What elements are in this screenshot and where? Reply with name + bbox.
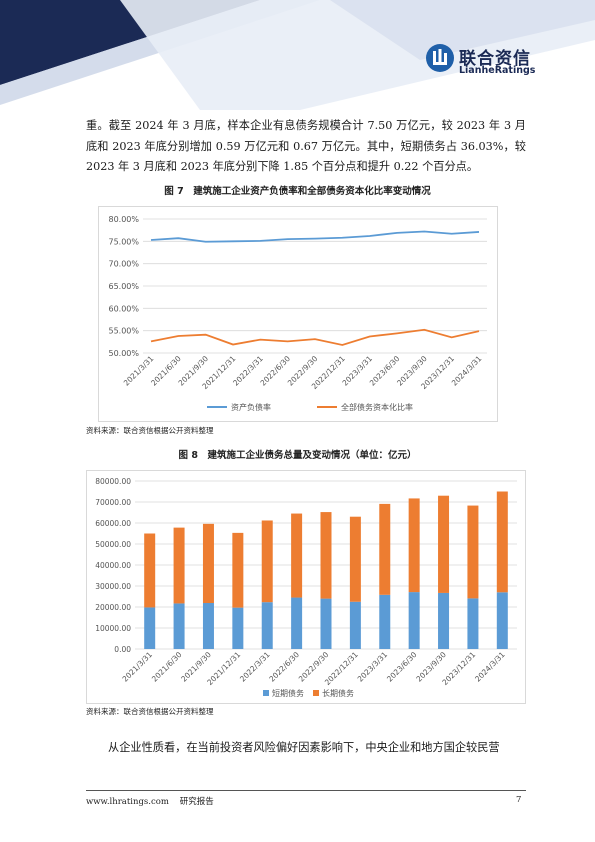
bar-segment xyxy=(291,513,303,598)
bar-segment xyxy=(261,520,273,603)
bar-segment xyxy=(408,592,420,649)
bar-segment xyxy=(320,512,332,599)
figure-7-chart: 80.00% 75.00% 70.00% 65.00% 60.00% 55.00% 50.0… xyxy=(98,206,498,422)
y-tick-label: 70.00% xyxy=(108,260,139,269)
y-tick-label: 75.00% xyxy=(108,237,139,246)
x-tick-label: 2022/3/31 xyxy=(238,650,272,684)
y-tick-label: 80000.00 xyxy=(95,477,131,486)
logo-mark-icon xyxy=(426,44,454,72)
bar-segment xyxy=(320,598,332,649)
legend-swatch xyxy=(263,690,269,696)
bar-segment xyxy=(408,498,420,593)
body-paragraph-2-text: 从企业性质看，在当前投资者风险偏好因素影响下，中央企业和地方国企较民营 xyxy=(108,741,500,754)
y-tick-label: 50000.00 xyxy=(95,540,131,549)
figure-8-title: 图 8 建筑施工企业债务总量及变动情况（单位：亿元） xyxy=(178,450,417,461)
legend-label: 资产负债率 xyxy=(231,402,271,412)
company-logo: 联合资信 LianheRatings xyxy=(426,44,556,80)
logo-english: LianheRatings xyxy=(459,65,536,76)
legend-label: 全部债务资本化比率 xyxy=(341,402,413,412)
bar-segment xyxy=(261,602,273,649)
bar-segment xyxy=(438,495,450,593)
footer-left: www.lhratings.com 研究报告 xyxy=(86,795,214,807)
bar-segment xyxy=(144,607,156,649)
x-tick-label: 2024/3/31 xyxy=(450,354,484,388)
legend-label: 短期债务 xyxy=(272,688,304,698)
body-paragraph-1: 重。截至 2024 年 3 月底，样本企业有息债务规模合计 7.50 万亿元，较… xyxy=(86,119,526,173)
x-tick-label: 2022/6/30 xyxy=(267,650,301,684)
bar-segment xyxy=(173,527,185,604)
bar-segment xyxy=(202,603,214,649)
y-tick-label: 40000.00 xyxy=(95,561,131,570)
legend-swatch xyxy=(313,690,319,696)
bar-segment xyxy=(232,532,244,608)
logo-chinese: 联合资信 xyxy=(459,49,531,69)
y-tick-label: 0.00 xyxy=(114,645,131,654)
bar-segment xyxy=(291,597,303,649)
x-tick-label: 2023/6/30 xyxy=(385,650,419,684)
series-line xyxy=(150,328,480,346)
y-tick-label: 50.00% xyxy=(108,349,139,358)
figure-8-chart: 80000.00 70000.00 60000.00 50000.00 40000.00… xyxy=(86,470,526,704)
bar-segment xyxy=(379,503,391,595)
bar-segment xyxy=(467,505,479,599)
bar-segment xyxy=(496,491,508,593)
page-number: 7 xyxy=(516,795,522,805)
series-line xyxy=(150,230,480,243)
figure-8-source: 资料来源：联合资信根据公开资料整理 xyxy=(86,707,214,716)
y-tick-label: 30000.00 xyxy=(95,582,131,591)
bar-segment xyxy=(496,592,508,649)
figure-7-source: 资料来源：联合资信根据公开资料整理 xyxy=(86,426,214,435)
y-tick-label: 10000.00 xyxy=(95,624,131,633)
bar-segment xyxy=(232,607,244,649)
y-tick-label: 55.00% xyxy=(108,327,139,336)
footer-label: 研究报告 xyxy=(179,797,214,807)
bar-segment xyxy=(349,516,361,602)
stacked-bar-chart: 80000.00 70000.00 60000.00 50000.00 40000.00… xyxy=(95,477,517,698)
footer-website[interactable]: www.lhratings.com xyxy=(86,797,169,807)
figure-7-title: 图 7 建筑施工企业资产负债率和全部债务资本化比率变动情况 xyxy=(164,186,431,197)
bar-segment xyxy=(438,592,450,649)
body-paragraph-2: 从企业性质看，在当前投资者风险偏好因素影响下，中央企业和地方国企较民营 xyxy=(86,738,526,759)
y-tick-label: 60.00% xyxy=(108,304,139,313)
legend-label: 长期债务 xyxy=(322,688,354,698)
line-chart: 80.00% 75.00% 70.00% 65.00% 60.00% 55.00% 50.0… xyxy=(108,215,487,412)
x-tick-label: 2023/3/31 xyxy=(356,650,390,684)
y-tick-label: 60000.00 xyxy=(95,519,131,528)
y-tick-label: 80.00% xyxy=(108,215,139,224)
y-tick-label: 65.00% xyxy=(108,282,139,291)
bar-segment xyxy=(173,603,185,649)
y-tick-label: 20000.00 xyxy=(95,603,131,612)
x-tick-label: 2024/3/31 xyxy=(473,650,507,684)
bar-segment xyxy=(144,533,156,608)
bar-segment xyxy=(202,523,214,604)
bar-segment xyxy=(379,594,391,649)
bar-segment xyxy=(467,598,479,649)
x-tick-label: 2021/3/31 xyxy=(121,650,155,684)
header-decoration xyxy=(0,0,595,110)
y-tick-label: 70000.00 xyxy=(95,498,131,507)
bar-segment xyxy=(349,601,361,649)
x-tick-label: 2021/6/30 xyxy=(150,650,184,684)
footer-divider xyxy=(86,790,526,791)
